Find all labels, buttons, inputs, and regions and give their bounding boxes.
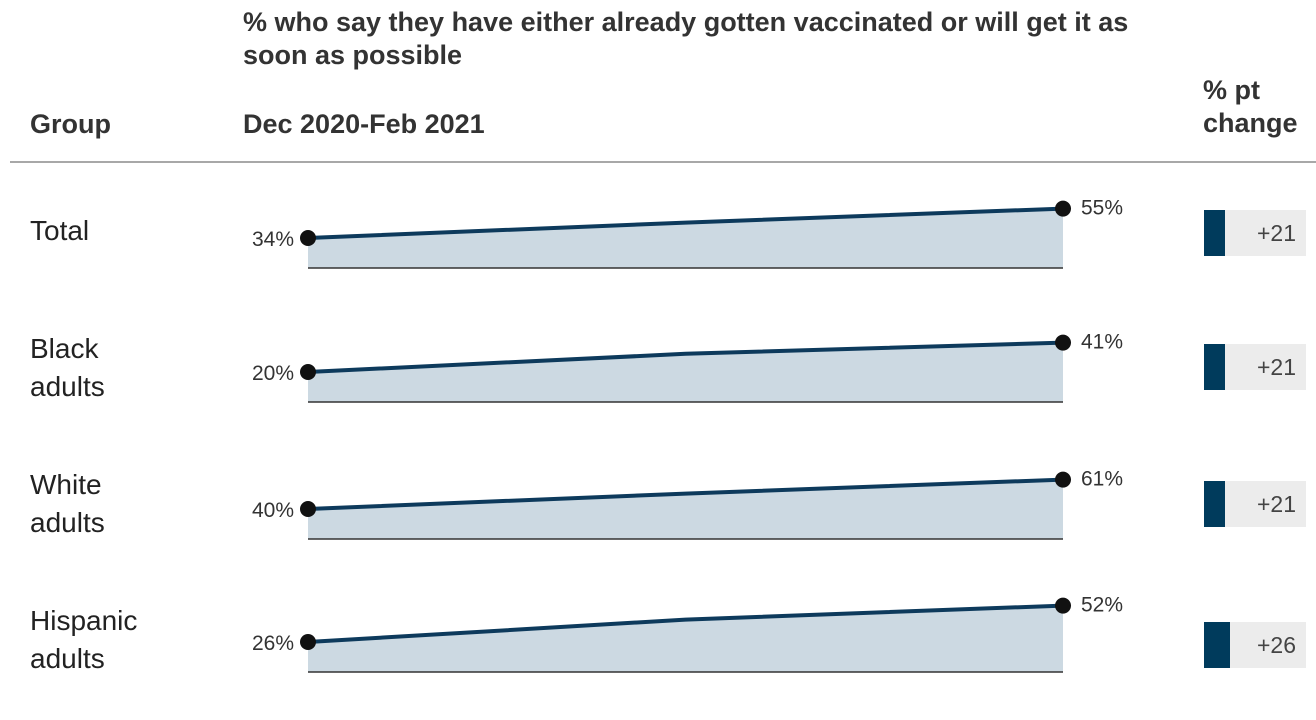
series-area	[308, 479, 1063, 539]
start-point	[300, 230, 316, 246]
change-value: +26	[1256, 632, 1296, 658]
change-value: +21	[1256, 354, 1296, 380]
group-label: Total	[30, 215, 90, 246]
group-label: adults	[30, 371, 105, 402]
group-label: adults	[30, 507, 105, 538]
change-header-line2: change	[1203, 108, 1298, 138]
change-bar	[1204, 210, 1225, 256]
sparkline: 34% 55%	[252, 197, 1123, 269]
change-indicator: +21	[1204, 210, 1306, 256]
period-column-header: Dec 2020-Feb 2021	[243, 109, 485, 139]
sparkline: 26% 52%	[252, 594, 1123, 673]
end-point	[1055, 334, 1071, 351]
group-label: Hispanic	[30, 605, 138, 636]
start-value-label: 26%	[252, 632, 294, 655]
group-column-header: Group	[30, 109, 111, 139]
series-line	[307, 477, 1064, 511]
sparkline: 40% 61%	[252, 468, 1123, 540]
change-indicator: +21	[1204, 481, 1306, 527]
series-line	[307, 340, 1064, 374]
change-bar	[1204, 622, 1230, 668]
change-indicator: +26	[1204, 622, 1306, 668]
group-label: Black	[30, 333, 99, 364]
change-value: +21	[1256, 491, 1296, 517]
group-label: adults	[30, 643, 105, 674]
change-header-line1: % pt	[1203, 75, 1260, 105]
start-point	[300, 634, 316, 650]
start-value-label: 34%	[252, 228, 294, 251]
series-line	[307, 206, 1064, 240]
header-divider	[10, 161, 1316, 163]
series-line	[307, 603, 1064, 644]
start-point	[300, 364, 316, 380]
end-value-label: 52%	[1081, 594, 1123, 617]
change-indicator: +21	[1204, 344, 1306, 390]
start-value-label: 20%	[252, 362, 294, 385]
end-value-label: 55%	[1081, 197, 1123, 220]
start-point	[300, 501, 316, 517]
change-column-header: % pt change	[1203, 74, 1298, 140]
end-value-label: 41%	[1081, 331, 1123, 354]
end-point	[1055, 597, 1071, 614]
start-value-label: 40%	[252, 499, 294, 522]
end-point	[1055, 200, 1071, 217]
change-bar	[1204, 344, 1225, 390]
end-point	[1055, 471, 1071, 488]
sparkline: 20% 41%	[252, 331, 1123, 403]
end-value-label: 61%	[1081, 468, 1123, 491]
chart-title: % who say they have either already gotte…	[243, 7, 1129, 70]
series-area	[308, 605, 1063, 672]
change-bar	[1204, 481, 1225, 527]
group-label: White	[30, 469, 102, 500]
change-value: +21	[1256, 220, 1296, 246]
series-area	[308, 208, 1063, 268]
series-area	[308, 342, 1063, 402]
